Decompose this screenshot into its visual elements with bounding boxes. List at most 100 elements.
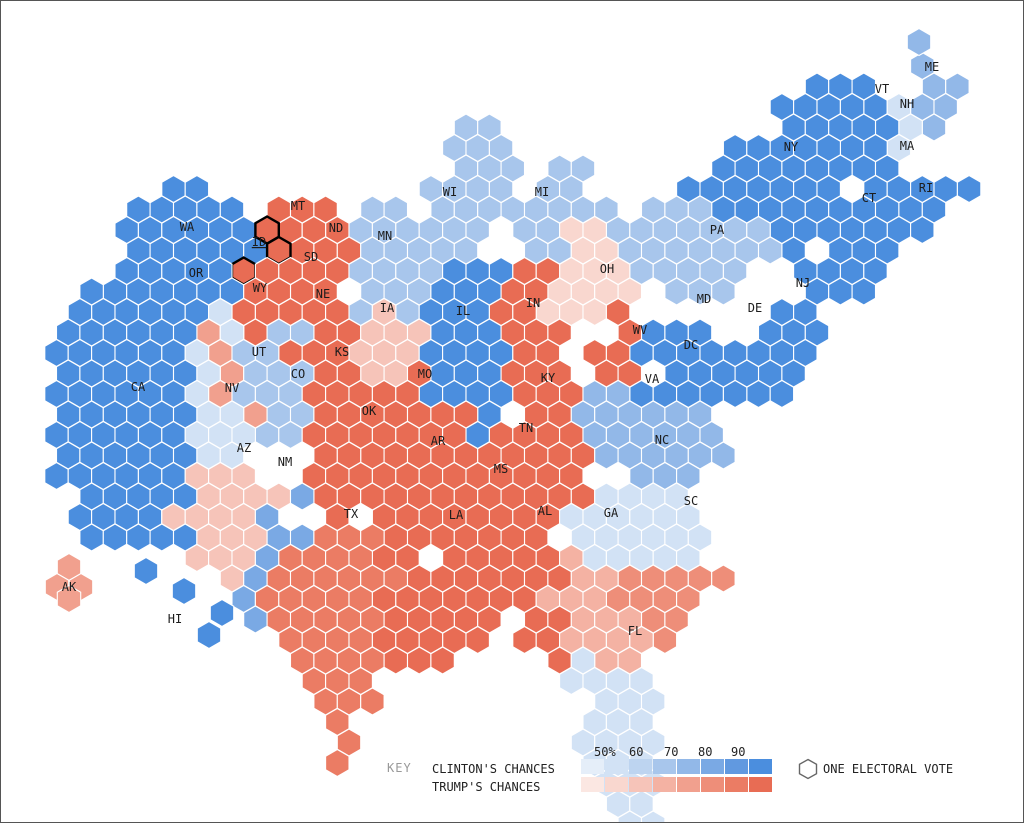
state-label-ma: MA: [900, 139, 915, 153]
legend-swatch-clinton: [677, 759, 700, 774]
label-layer: ME VT NH MA NY RI CT WA MT ND MN WI MI ID OR SD PA OH WY NE…: [62, 60, 939, 638]
state-label-tx: TX: [344, 507, 359, 521]
hex-va[interactable]: [711, 441, 736, 470]
hex-hi[interactable]: [171, 576, 197, 606]
color-scale-legend: [581, 759, 772, 792]
state-label-oh: OH: [600, 262, 614, 276]
state-label-de: DE: [748, 301, 762, 315]
state-label-wa: WA: [180, 220, 195, 234]
legend-tick-70: 70: [664, 745, 679, 759]
key-title: KEY: [387, 761, 412, 775]
legend-swatch-clinton: [749, 759, 772, 774]
state-label-ga: GA: [604, 506, 619, 520]
state-label-ct: CT: [862, 191, 876, 205]
legend-swatch-trump: [629, 777, 652, 792]
legend-tick-60: 60: [629, 745, 644, 759]
hex-pa[interactable]: [757, 236, 783, 265]
state-label-nd: ND: [329, 221, 343, 235]
state-label-ms: MS: [494, 462, 508, 476]
legend-tick-80: 80: [698, 745, 713, 759]
legend-swatch-trump: [653, 777, 676, 792]
hex-ct[interactable]: [851, 277, 877, 306]
state-label-hi: HI: [168, 612, 182, 626]
legend-swatch-clinton: [605, 759, 628, 774]
state-label-vt: VT: [875, 82, 889, 96]
legend-swatch-trump: [581, 777, 604, 792]
state-label-ne: NE: [316, 287, 330, 301]
state-label-nh: NH: [900, 97, 914, 111]
state-label-nv: NV: [225, 381, 239, 395]
legend-swatch-trump: [605, 777, 628, 792]
state-label-wv: WV: [633, 323, 647, 337]
hex-nj[interactable]: [769, 379, 795, 409]
hex-hi[interactable]: [209, 598, 235, 628]
hex-ms[interactable]: [465, 625, 490, 655]
state-label-tn: TN: [519, 421, 533, 435]
state-label-nc: NC: [655, 433, 669, 447]
state-label-ri: RI: [919, 181, 933, 195]
state-label-ut: UT: [252, 345, 266, 359]
legend-swatch-clinton: [725, 759, 748, 774]
state-label-md: MD: [697, 292, 711, 306]
one-electoral-vote-label: ONE ELECTORAL VOTE: [823, 762, 954, 776]
hex-de[interactable]: [722, 379, 748, 409]
hex-ak[interactable]: [56, 584, 82, 614]
state-label-ok: OK: [362, 404, 377, 418]
hex-ny[interactable]: [851, 113, 877, 142]
hex-layer: [44, 27, 982, 822]
hex-me[interactable]: [906, 27, 932, 57]
state-label-mi: MI: [535, 185, 549, 199]
state-label-id: ID: [252, 235, 266, 249]
legend-swatch-trump: [701, 777, 724, 792]
state-label-nj: NJ: [796, 276, 810, 290]
state-label-mn: MN: [378, 229, 392, 243]
hex-fl[interactable]: [640, 810, 666, 822]
state-label-ar: AR: [431, 434, 446, 448]
hex-la[interactable]: [430, 646, 455, 675]
state-label-al: AL: [538, 504, 552, 518]
hex-nm[interactable]: [289, 482, 315, 511]
state-label-sc: SC: [684, 494, 698, 508]
state-label-me: ME: [925, 60, 939, 74]
trump-chances-label: TRUMP'S CHANCES: [432, 780, 541, 794]
state-label-dc: DC: [684, 338, 698, 352]
electoral-vote-hex-icon: [798, 758, 818, 780]
state-label-in: IN: [526, 296, 540, 310]
state-label-pa: PA: [710, 223, 725, 237]
state-label-ky: KY: [541, 371, 556, 385]
state-label-ia: IA: [380, 301, 395, 315]
state-label-ca: CA: [131, 380, 146, 394]
hex-pa[interactable]: [711, 277, 736, 306]
state-label-or: OR: [189, 266, 204, 280]
hex-ri[interactable]: [910, 215, 935, 245]
hex-tx[interactable]: [360, 687, 385, 716]
state-label-va: VA: [645, 372, 660, 386]
hex-hi[interactable]: [196, 620, 222, 650]
state-label-wy: WY: [253, 281, 268, 295]
hex-nv[interactable]: [219, 318, 245, 347]
state-label-wi: WI: [443, 185, 457, 199]
state-label-ks: KS: [335, 345, 349, 359]
legend-swatch-trump: [749, 777, 772, 792]
legend-tick-90: 90: [731, 745, 746, 759]
state-label-mt: MT: [291, 199, 305, 213]
legend-swatch-clinton: [653, 759, 676, 774]
legend-swatch-clinton: [629, 759, 652, 774]
hex-co[interactable]: [289, 318, 315, 347]
state-label-az: AZ: [237, 441, 251, 455]
state-label-ak: AK: [62, 580, 77, 594]
hex-sc[interactable]: [711, 564, 736, 593]
state-label-mo: MO: [418, 367, 432, 381]
legend-tick-50: 50%: [594, 745, 616, 759]
hex-hi[interactable]: [133, 556, 159, 586]
hex-tx[interactable]: [325, 748, 350, 778]
legend-swatch-clinton: [581, 759, 604, 774]
clinton-chances-label: CLINTON'S CHANCES: [432, 762, 555, 776]
state-label-fl: FL: [628, 624, 642, 638]
state-label-ny: NY: [784, 140, 799, 154]
hex-ri[interactable]: [956, 174, 982, 204]
state-label-il: IL: [456, 304, 470, 318]
state-label-sd: SD: [304, 250, 318, 264]
